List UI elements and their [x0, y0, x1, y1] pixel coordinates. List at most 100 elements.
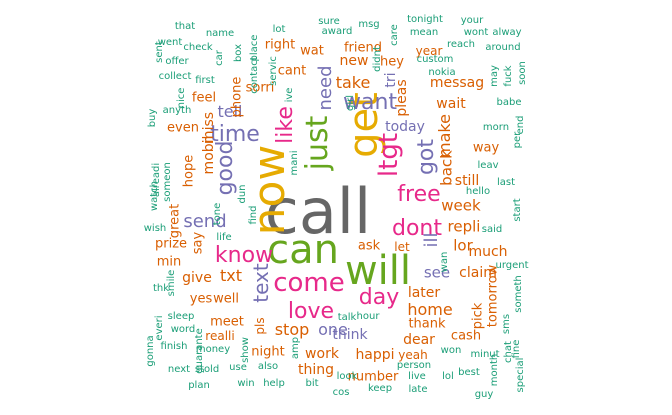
word-urgent: urgent	[495, 260, 529, 271]
word-lor: lor	[453, 236, 473, 255]
word-sent: sent	[154, 41, 165, 63]
word-live: live	[408, 371, 426, 382]
word-min: min	[156, 254, 182, 270]
word-sorri: sorri	[245, 80, 275, 96]
word-talk: talk	[337, 312, 357, 323]
word-mean: mean	[409, 27, 439, 38]
word-wait: wait	[436, 96, 466, 112]
word-sure: sure	[318, 16, 340, 27]
word-find: find	[248, 205, 259, 225]
word-wan: wan	[439, 251, 450, 273]
word-come: come	[273, 268, 345, 298]
word-right: right	[264, 37, 296, 53]
word-dear: dear	[403, 332, 435, 348]
word-girl: girl	[345, 94, 356, 112]
word-leav: leav	[477, 160, 499, 171]
word-buy: buy	[147, 108, 158, 128]
word-love: love	[287, 299, 335, 324]
word-yeah: yeah	[398, 348, 428, 362]
word-thank: thank	[408, 316, 446, 332]
word-new: new	[339, 53, 369, 69]
word-ive: ive	[284, 87, 295, 103]
word-sms: sms	[501, 313, 512, 335]
word-still: still	[454, 173, 480, 189]
word-late: late	[408, 384, 428, 395]
word-much: much	[468, 244, 508, 260]
word-phone: phone	[229, 76, 245, 118]
word-realli: realli	[205, 329, 235, 343]
word-alway: alway	[492, 27, 522, 38]
word-custom: custom	[416, 54, 454, 65]
word-ill: ill	[421, 232, 442, 248]
word-smile: smile	[166, 269, 177, 297]
word-friend: friend	[343, 40, 383, 56]
word-tonight: tonight	[407, 14, 443, 25]
word-will: will	[344, 248, 412, 294]
word-txt: txt	[219, 266, 243, 285]
word-look: look	[336, 371, 358, 382]
word-word: word	[170, 324, 196, 335]
word-prize: prize	[154, 236, 188, 252]
word-plan: plan	[188, 380, 210, 391]
word-everi: everi	[154, 315, 165, 341]
word-keep: keep	[367, 383, 393, 394]
word-thing: thing	[297, 362, 335, 378]
word-mani: mani	[289, 150, 300, 176]
word-hope: hope	[181, 154, 197, 188]
word-bit: bit	[305, 378, 319, 389]
word-day: day	[358, 285, 400, 310]
word-miss: miss	[201, 111, 217, 145]
word-may: may	[489, 65, 500, 87]
word-dont: dont	[392, 216, 442, 241]
word-hey: hey	[380, 54, 404, 70]
word-anyth: anyth	[162, 105, 192, 116]
word-special: special	[515, 357, 526, 393]
word-give: give	[182, 270, 212, 286]
word-morn: morn	[482, 122, 510, 133]
word-like: like	[273, 106, 298, 144]
word-lol: lol	[442, 371, 454, 382]
word-text: text	[249, 263, 273, 303]
word-around: around	[485, 42, 521, 53]
word-later: later	[407, 285, 441, 301]
word-ask: ask	[357, 238, 381, 254]
word-reach: reach	[446, 39, 476, 50]
word-person: person	[396, 360, 432, 371]
word-collect: collect	[158, 71, 192, 82]
word-that: that	[174, 21, 196, 32]
word-free: free	[397, 182, 441, 207]
word-time: time	[210, 122, 260, 147]
word-fine: fine	[511, 339, 522, 359]
word-said: said	[481, 224, 503, 235]
word-next: next	[167, 364, 191, 375]
word-name: name	[205, 28, 235, 39]
word-went: went	[157, 37, 183, 48]
word-cant: cant	[277, 63, 307, 79]
word-cos: cos	[332, 387, 350, 398]
word-pleas: pleas	[394, 79, 410, 117]
word-take: take	[335, 73, 371, 92]
word-life: life	[216, 232, 232, 243]
word-hour: hour	[356, 311, 380, 322]
word-help: help	[263, 378, 285, 389]
word-win: win	[237, 378, 255, 389]
word-servic: servic	[268, 56, 279, 86]
word-say: say	[190, 231, 206, 255]
word-messag: messag	[429, 75, 485, 91]
word-call: call	[264, 175, 372, 248]
word-know: know	[214, 243, 274, 268]
word-tone: tone	[212, 202, 223, 226]
word-pick: pick	[470, 302, 486, 330]
word-wish: wish	[143, 223, 167, 234]
word-fuck: fuck	[503, 65, 514, 87]
word-good: good	[213, 140, 238, 196]
word-wont: wont	[463, 27, 489, 38]
word-need: need	[315, 65, 336, 111]
word-award: award	[321, 26, 353, 37]
word-month: month	[489, 353, 500, 387]
word-repli: repli	[447, 217, 481, 236]
word-number: number	[347, 369, 399, 385]
word-great: great	[167, 203, 183, 239]
word-year: year	[415, 44, 443, 58]
